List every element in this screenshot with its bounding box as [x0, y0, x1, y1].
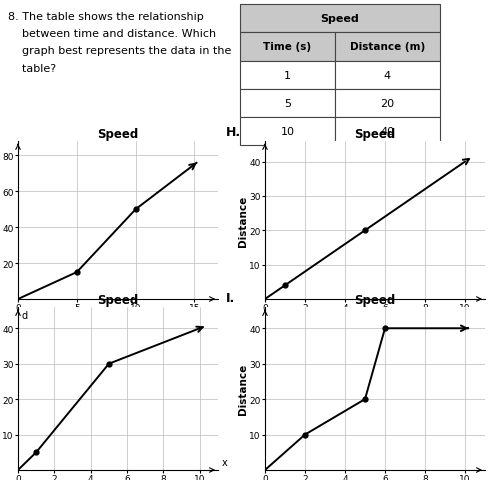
Bar: [240, 90, 335, 118]
Text: x: x: [222, 457, 228, 467]
Bar: [335, 90, 440, 118]
Bar: [240, 61, 335, 90]
Bar: [240, 5, 440, 33]
Title: Speed: Speed: [98, 128, 138, 141]
Text: 20: 20: [380, 99, 394, 109]
Text: 10: 10: [280, 127, 294, 137]
Text: I.: I.: [226, 291, 234, 304]
Text: 8. The table shows the relationship: 8. The table shows the relationship: [8, 12, 204, 22]
X-axis label: Time: Time: [360, 314, 390, 324]
Title: Speed: Speed: [98, 293, 138, 306]
Y-axis label: Distance: Distance: [0, 363, 1, 414]
Text: Time (s): Time (s): [264, 42, 312, 52]
Y-axis label: Distance: Distance: [0, 195, 1, 246]
Text: table?: table?: [8, 63, 56, 73]
Text: 5: 5: [284, 99, 291, 109]
Text: graph best represents the data in the: graph best represents the data in the: [8, 47, 232, 56]
Text: 1: 1: [284, 71, 291, 81]
Text: Speed: Speed: [320, 14, 360, 24]
X-axis label: Time: Time: [104, 314, 132, 324]
Bar: [335, 33, 440, 61]
Bar: [240, 33, 335, 61]
Title: Speed: Speed: [354, 293, 396, 306]
Text: Distance (m): Distance (m): [350, 42, 425, 52]
Text: 4: 4: [384, 71, 391, 81]
Title: Speed: Speed: [354, 128, 396, 141]
Y-axis label: Distance: Distance: [238, 195, 248, 246]
Bar: [240, 118, 335, 146]
Bar: [335, 118, 440, 146]
Text: H.: H.: [226, 126, 240, 139]
Y-axis label: Distance: Distance: [238, 363, 248, 414]
Text: 40: 40: [380, 127, 394, 137]
Bar: [335, 61, 440, 90]
Text: between time and distance. Which: between time and distance. Which: [8, 29, 216, 39]
Text: d: d: [22, 311, 28, 321]
